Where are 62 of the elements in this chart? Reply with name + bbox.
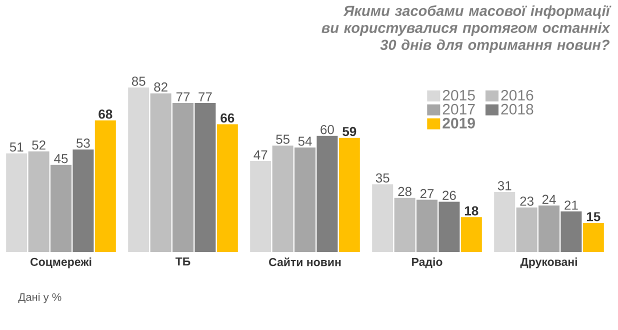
bar bbox=[172, 103, 194, 252]
data-label: 15 bbox=[586, 212, 600, 222]
data-label: 28 bbox=[398, 186, 412, 196]
bar bbox=[538, 206, 560, 252]
data-label: 18 bbox=[464, 206, 478, 216]
text: Дані у % bbox=[18, 292, 62, 304]
data-label: 85 bbox=[132, 76, 146, 86]
legend-label: 2017 bbox=[442, 104, 475, 114]
data-label: 77 bbox=[198, 92, 212, 102]
chart-title: Якими засобами масової інформації ви користувалися протягом останніх 30 днів для отримання новин? bbox=[322, 5, 612, 53]
bar bbox=[460, 217, 482, 252]
data-label: 59 bbox=[342, 126, 356, 136]
x-tick-label: Друковані bbox=[520, 258, 577, 268]
data-label: 27 bbox=[420, 188, 434, 198]
data-label: 52 bbox=[32, 140, 46, 150]
bar bbox=[194, 103, 216, 252]
x-tick-label: Сайти новин bbox=[269, 258, 341, 266]
bar bbox=[28, 151, 50, 252]
x-tick-label: Радіо bbox=[412, 258, 442, 268]
data-label: 31 bbox=[498, 181, 512, 190]
bar bbox=[272, 146, 294, 252]
bar bbox=[394, 198, 416, 252]
data-label: 35 bbox=[376, 173, 390, 183]
legend-label: 2016 bbox=[501, 90, 534, 101]
bar bbox=[72, 149, 94, 252]
data-label: 77 bbox=[176, 92, 190, 102]
data-label: 23 bbox=[520, 196, 534, 206]
data-label: 60 bbox=[320, 124, 334, 134]
bar bbox=[582, 222, 604, 252]
bar bbox=[560, 211, 582, 252]
bar bbox=[372, 184, 394, 252]
bar bbox=[94, 120, 116, 252]
bar bbox=[6, 153, 28, 252]
data-label: 55 bbox=[276, 134, 290, 144]
bar bbox=[416, 200, 438, 252]
bar bbox=[50, 164, 72, 252]
bar bbox=[494, 192, 516, 252]
legend-label: 2018 bbox=[501, 104, 534, 114]
data-label: 53 bbox=[76, 138, 90, 148]
bar bbox=[216, 124, 238, 252]
bar bbox=[438, 202, 460, 252]
bar bbox=[250, 161, 272, 252]
data-label: 66 bbox=[220, 113, 234, 123]
legend-label: 2019 bbox=[442, 118, 475, 128]
data-label: 47 bbox=[254, 150, 268, 160]
bar bbox=[128, 88, 150, 252]
data-label: 68 bbox=[98, 110, 112, 119]
x-tick-label: ТБ bbox=[175, 258, 190, 266]
bar bbox=[316, 136, 338, 252]
bar bbox=[516, 207, 538, 252]
bar bbox=[150, 93, 172, 252]
bar bbox=[294, 148, 316, 252]
legend-label: 2015 bbox=[442, 90, 475, 101]
x-tick-label: Соцмережі bbox=[30, 258, 92, 268]
data-label: 51 bbox=[10, 142, 24, 152]
data-label: 54 bbox=[298, 136, 312, 146]
data-label: 26 bbox=[442, 190, 456, 200]
data-label: 21 bbox=[564, 200, 578, 210]
data-label: 24 bbox=[542, 194, 556, 204]
data-label: 82 bbox=[154, 82, 168, 92]
data-label: 45 bbox=[54, 154, 68, 164]
bar bbox=[338, 138, 360, 252]
